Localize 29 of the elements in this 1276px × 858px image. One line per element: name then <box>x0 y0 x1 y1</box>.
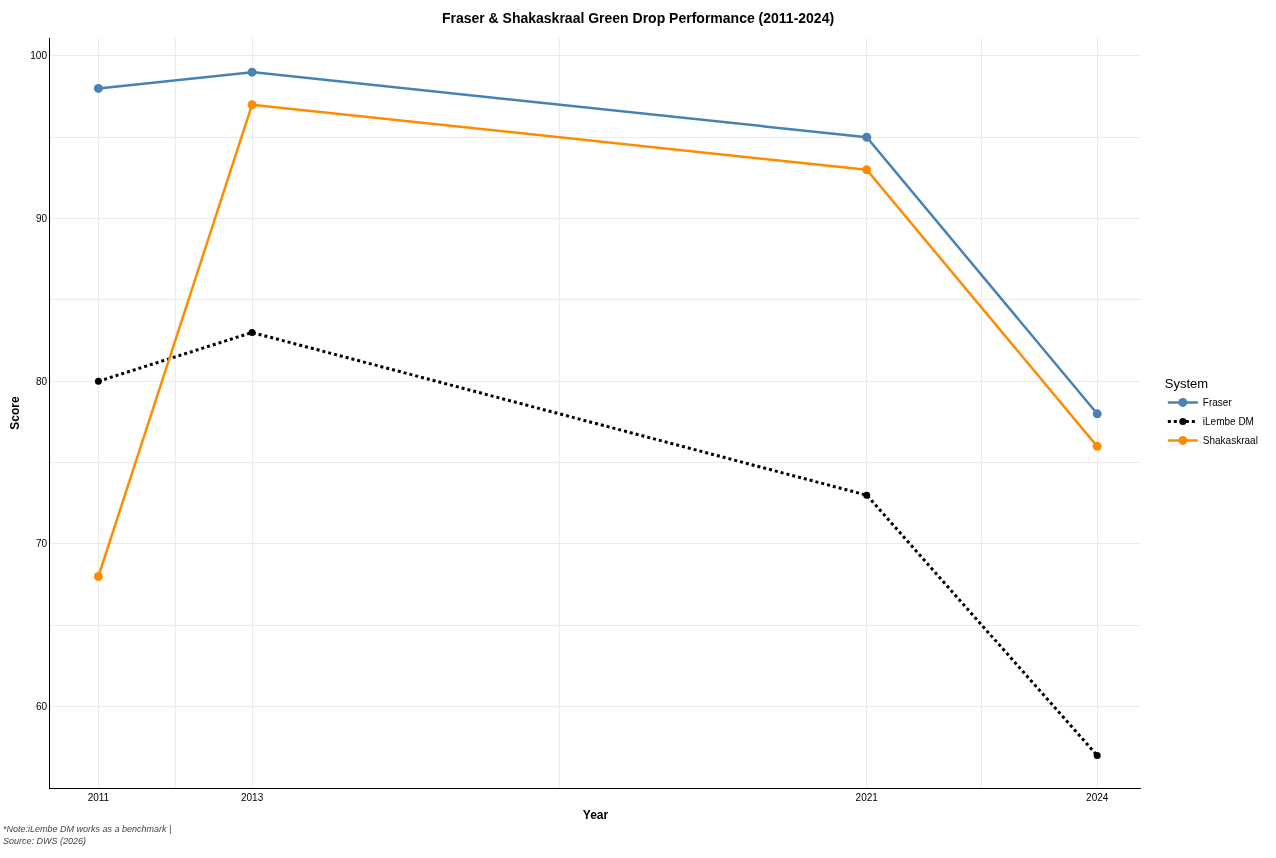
x-tick-label: 2024 <box>1086 792 1109 803</box>
legend-label: Fraser <box>1202 397 1233 409</box>
point <box>93 83 103 93</box>
chart-title: Fraser & Shakaskraal Green Drop Performance (2011-2024) <box>441 9 835 26</box>
y-tick-label: 80 <box>35 375 48 387</box>
point <box>93 572 103 581</box>
legend-label: iLembe DM <box>1202 416 1254 428</box>
legend-label: Shakaskraal <box>1202 435 1258 447</box>
point <box>863 491 871 499</box>
point <box>1092 409 1102 419</box>
point <box>94 377 102 385</box>
legend-title: System <box>1164 375 1209 391</box>
point <box>247 100 257 110</box>
y-tick-label: 100 <box>30 50 48 62</box>
y-tick-label: 90 <box>35 213 48 225</box>
y-axis-title: Score <box>7 396 22 430</box>
point <box>1092 441 1102 451</box>
point <box>247 67 257 77</box>
y-tick-label: 60 <box>35 701 48 713</box>
point <box>1093 751 1101 759</box>
y-tick-label: 70 <box>35 538 48 550</box>
text: *Note:iLembe DM works as a benchmark | Source: DWS (2026) <box>3 824 172 846</box>
x-tick-label: 2021 <box>855 792 879 803</box>
point <box>862 132 872 142</box>
point <box>248 328 256 336</box>
point <box>862 165 872 175</box>
x-tick-label: 2013 <box>240 792 264 803</box>
x-axis-title: Year <box>582 807 609 822</box>
x-tick-label: 2011 <box>87 792 110 803</box>
